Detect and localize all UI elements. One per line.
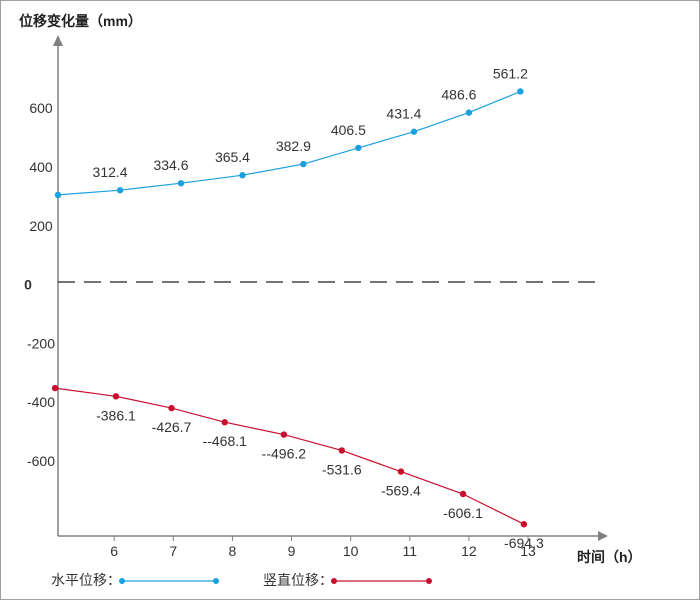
data-point (459, 490, 467, 498)
y-tick-label: 600 (29, 100, 53, 116)
y-tick-label: 200 (29, 218, 53, 234)
y-tick-label: -600 (27, 453, 55, 469)
data-point (465, 109, 473, 116)
data-point (221, 419, 228, 426)
data-point (54, 191, 62, 199)
data-label: 406.5 (331, 122, 366, 138)
x-tick-label: 6 (110, 543, 118, 559)
data-point (177, 179, 185, 187)
data-label: -569.4 (381, 483, 421, 499)
data-label: 431.4 (386, 106, 421, 122)
legend-marker-horizontal-end (213, 578, 219, 584)
legend-marker-vertical-end (426, 578, 432, 584)
data-label: -694.3 (504, 535, 544, 551)
data-label: -426.7 (152, 419, 192, 435)
data-point (355, 144, 362, 152)
legend-marker-horizontal (119, 578, 125, 584)
x-tick-labels: 6 7 8 9 10 11 12 13 (110, 536, 536, 559)
data-label: --496.2 (262, 446, 307, 462)
legend-marker-vertical (331, 578, 337, 584)
data-point (112, 393, 120, 400)
data-label: 561.2 (493, 65, 528, 81)
y-axis-arrow (53, 35, 63, 46)
data-point (116, 187, 124, 194)
x-tick-label: 12 (461, 543, 477, 559)
legend-label-vertical: 竖直位移： (263, 572, 333, 588)
data-point (168, 404, 175, 412)
series-layer: 312.4 334.6 365.4 382.9 406.5 431.4 486.6 561.2… (51, 65, 544, 551)
data-point (300, 160, 307, 168)
y-axis-title: 位移变化量（mm） (19, 13, 142, 29)
data-point (410, 128, 418, 135)
data-label: -606.1 (443, 505, 483, 521)
y-tick-labels: 600 400 200 0 -200 -400 -600 (24, 100, 55, 469)
y-tick-label: -200 (27, 335, 55, 351)
data-label: -531.6 (322, 461, 362, 477)
data-point (239, 172, 246, 179)
x-axis-title: 时间（h） (577, 549, 642, 565)
data-label: 312.4 (93, 164, 128, 180)
data-label: -386.1 (96, 407, 136, 423)
y-tick-label: -400 (27, 394, 55, 410)
y-tick-label: 400 (29, 159, 53, 175)
x-tick-label: 11 (403, 543, 418, 559)
x-tick-label: 13 (520, 543, 536, 559)
data-point (520, 521, 528, 528)
data-label: 486.6 (441, 87, 476, 103)
x-tick-label: 10 (343, 543, 359, 559)
data-point (51, 384, 59, 392)
legend-label-horizontal: 水平位移： (51, 572, 121, 588)
data-point (397, 468, 405, 475)
x-tick-label: 8 (229, 543, 237, 559)
legend: 水平位移： 竖直位移： (51, 572, 432, 588)
data-label: 365.4 (215, 149, 250, 165)
x-tick-label: 9 (288, 543, 296, 559)
data-label: 382.9 (276, 138, 311, 154)
y-tick-label: 0 (24, 277, 32, 293)
data-point (517, 88, 524, 95)
x-axis-arrow (598, 531, 608, 541)
data-label: 334.6 (153, 157, 188, 173)
data-label: --468.1 (203, 433, 248, 449)
x-tick-label: 7 (169, 543, 177, 559)
data-point (280, 431, 288, 438)
data-point (338, 447, 346, 454)
